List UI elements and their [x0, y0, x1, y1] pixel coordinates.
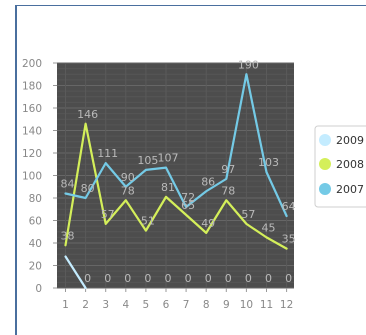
window-frame [15, 5, 366, 335]
data-label-2007: 86 [201, 175, 215, 188]
data-label-2008: 49 [201, 217, 215, 230]
series-line-2009 [64, 255, 87, 290]
data-label-2007: 97 [221, 163, 235, 176]
legend: 2009 2008 2007 [314, 125, 366, 208]
x-tick-label: 10 [240, 299, 253, 311]
data-label-2007: 105 [137, 154, 158, 167]
legend-item-2009[interactable]: 2009 [319, 134, 364, 147]
data-label-2009: 0 [205, 272, 212, 285]
data-label-2007: 190 [238, 58, 259, 71]
legend-marker-2009 [319, 134, 331, 146]
data-label-2009: 0 [265, 272, 272, 285]
legend-item-2007[interactable]: 2007 [319, 183, 364, 196]
data-label-2007: 111 [97, 147, 118, 160]
x-tick-label: 4 [122, 299, 129, 311]
data-label-2008: 38 [61, 229, 75, 242]
y-tick-label: 200 [22, 58, 42, 70]
data-label-2009: 0 [245, 272, 252, 285]
data-label-2007: 80 [81, 182, 95, 195]
data-label-2008: 65 [181, 199, 195, 212]
x-tick-label: 8 [203, 299, 210, 311]
legend-marker-2008 [319, 158, 331, 170]
y-tick-label: 40 [29, 238, 42, 250]
data-label-2008: 57 [241, 208, 255, 221]
x-tick-label: 7 [183, 299, 190, 311]
data-label-2009: 0 [84, 272, 91, 285]
legend-label-2009: 2009 [336, 134, 364, 147]
legend-label-2008: 2008 [336, 158, 364, 171]
data-label-2009: 0 [225, 272, 232, 285]
x-tick-label: 2 [82, 299, 89, 311]
x-tick-label: 3 [102, 299, 109, 311]
gridlines [57, 62, 294, 289]
data-label-2009: 0 [124, 272, 131, 285]
data-label-2009: 0 [104, 272, 111, 285]
series-line-2007 [64, 73, 288, 218]
data-label-2008: 51 [141, 215, 155, 228]
data-label-2007: 84 [61, 178, 75, 191]
data-label-2009: 0 [144, 272, 151, 285]
y-tick-label: 160 [22, 103, 42, 115]
x-tick-label: 6 [163, 299, 170, 311]
data-label-2008: 78 [221, 184, 235, 197]
y-tick-label: 120 [22, 148, 42, 160]
data-label-2009: 0 [165, 272, 172, 285]
y-tick-label: 0 [35, 283, 42, 295]
legend-label-2007: 2007 [336, 183, 364, 196]
data-label-2008: 45 [262, 221, 276, 234]
y-tick-label: 100 [22, 171, 42, 183]
data-label-2009: 0 [285, 272, 292, 285]
x-tick-label: 12 [280, 299, 293, 311]
legend-marker-2007 [319, 183, 331, 195]
data-label-2008: 81 [161, 181, 175, 194]
series-line-2008 [64, 122, 288, 250]
data-label-2007: 72 [181, 191, 195, 204]
data-label-2009: 0 [185, 272, 192, 285]
y-tick-label: 80 [29, 193, 42, 205]
data-label-2008: 78 [121, 184, 135, 197]
legend-item-2008[interactable]: 2008 [319, 158, 364, 171]
x-tick-label: 11 [260, 299, 273, 311]
data-label-2007: 107 [158, 152, 179, 165]
data-label-2007: 90 [121, 171, 135, 184]
x-tick-label: 9 [223, 299, 230, 311]
data-label-2007: 64 [282, 200, 296, 213]
y-tick-label: 180 [22, 81, 42, 93]
x-tick-label: 1 [62, 299, 69, 311]
y-tick-label: 20 [29, 261, 42, 273]
data-label-2008: 57 [101, 208, 115, 221]
data-label-2008: 146 [77, 108, 98, 121]
y-tick-label: 60 [29, 216, 42, 228]
x-tick-label: 5 [143, 299, 150, 311]
data-label-2007: 103 [258, 156, 279, 169]
y-tick-label: 140 [22, 126, 42, 138]
data-label-2008: 35 [282, 233, 296, 246]
series-lines [64, 73, 288, 290]
